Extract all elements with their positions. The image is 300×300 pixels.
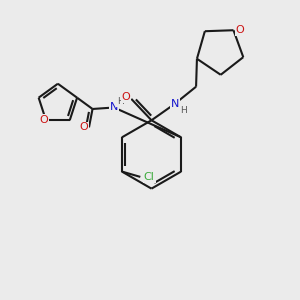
Text: H: H <box>180 106 187 115</box>
Text: O: O <box>122 92 130 102</box>
Text: N: N <box>110 102 118 112</box>
Text: O: O <box>39 115 48 125</box>
Text: O: O <box>236 25 244 35</box>
Text: H: H <box>117 97 124 106</box>
Text: N: N <box>170 99 179 109</box>
Text: O: O <box>79 122 88 132</box>
Text: Cl: Cl <box>144 172 155 182</box>
